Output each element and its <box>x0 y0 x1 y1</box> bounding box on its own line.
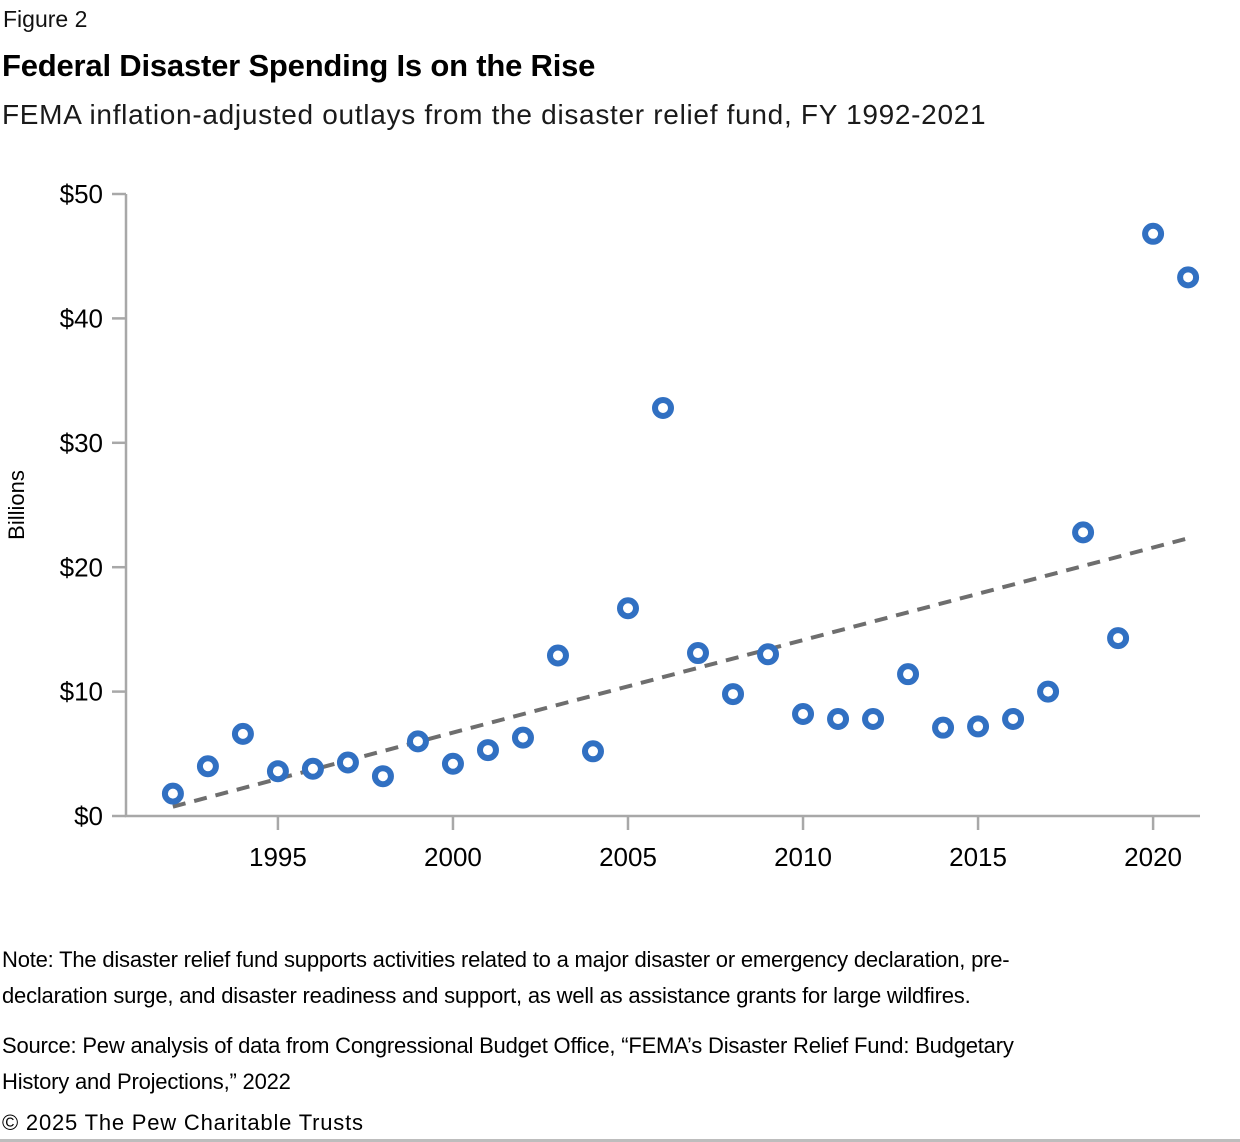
data-point-2013 <box>897 663 920 686</box>
x-tick-label: 1995 <box>249 842 307 872</box>
data-point-1996 <box>301 757 324 780</box>
y-tick-label: $10 <box>60 677 103 707</box>
y-tick-label: $0 <box>74 801 103 831</box>
data-point-2009 <box>757 643 780 666</box>
data-point-2018 <box>1072 521 1095 544</box>
data-point-2017 <box>1037 680 1060 703</box>
y-axis-title: Billions <box>4 470 29 540</box>
trend-line <box>172 535 1193 809</box>
data-point-2021 <box>1177 266 1200 289</box>
data-point-2003 <box>546 644 569 667</box>
data-point-2001 <box>476 739 499 762</box>
note-line-2: declaration surge, and disaster readines… <box>2 983 971 1008</box>
y-tick-label: $40 <box>60 304 103 334</box>
source-line-1: Source: Pew analysis of data from Congre… <box>2 1033 1014 1058</box>
data-point-2014 <box>932 716 955 739</box>
data-point-1993 <box>196 755 219 778</box>
x-tick-label: 2010 <box>774 842 832 872</box>
x-tick-label: 2020 <box>1124 842 1182 872</box>
figure-label: Figure 2 <box>3 6 88 32</box>
data-point-2002 <box>511 726 534 749</box>
data-point-2008 <box>722 683 745 706</box>
data-point-2011 <box>827 707 850 730</box>
data-point-1992 <box>161 782 184 805</box>
copyright-text: © 2025 The Pew Charitable Trusts <box>2 1110 364 1135</box>
x-tick-label: 2000 <box>424 842 482 872</box>
y-tick-label: $30 <box>60 428 103 458</box>
data-point-2005 <box>616 597 639 620</box>
data-point-1998 <box>371 765 394 788</box>
note-text: Note: The disaster relief fund supports … <box>2 942 1010 1014</box>
data-point-2010 <box>792 702 815 725</box>
page-title: Federal Disaster Spending Is on the Rise <box>2 48 596 83</box>
data-point-2007 <box>687 642 710 665</box>
y-tick-label: $20 <box>60 552 103 582</box>
x-tick-label: 2015 <box>949 842 1007 872</box>
data-point-1995 <box>266 760 289 783</box>
y-tick-label: $50 <box>60 179 103 209</box>
data-point-2020 <box>1142 222 1165 245</box>
x-tick-label: 2005 <box>599 842 657 872</box>
data-point-2006 <box>652 396 674 419</box>
data-point-2000 <box>441 752 464 775</box>
data-point-2016 <box>1002 707 1025 730</box>
data-point-1997 <box>336 751 359 774</box>
bottom-divider <box>0 1139 1240 1142</box>
data-point-2004 <box>581 740 604 763</box>
axis-lines <box>124 194 1200 818</box>
data-point-2019 <box>1107 627 1130 650</box>
source-text: Source: Pew analysis of data from Congre… <box>2 1028 1014 1100</box>
source-line-2: History and Projections,” 2022 <box>2 1069 291 1094</box>
data-point-1994 <box>231 722 254 745</box>
chart-subtitle: FEMA inflation-adjusted outlays from the… <box>2 99 987 130</box>
data-point-1999 <box>406 730 429 753</box>
data-point-2012 <box>862 707 885 730</box>
note-line-1: Note: The disaster relief fund supports … <box>2 947 1010 972</box>
scatter-chart: $0 $10 $20 $30 $40 $50 1995 2000 2005 2010 2015 202… <box>4 179 1200 872</box>
data-point-2015 <box>967 715 990 738</box>
